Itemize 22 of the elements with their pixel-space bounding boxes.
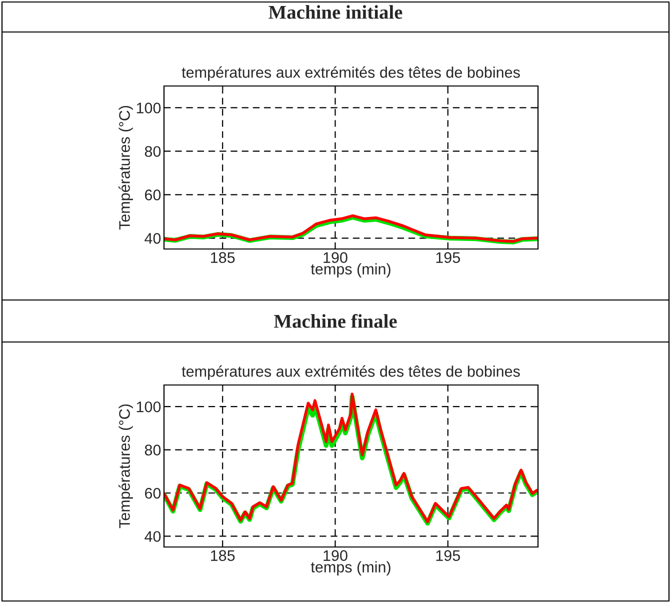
x-tick-label: 195 <box>436 550 460 561</box>
x-tick-label: 195 <box>436 252 460 263</box>
y-tick-label: 100 <box>136 102 161 114</box>
y-axis-title: Températures (°C) <box>118 404 133 528</box>
x-axis-title: temps (min) <box>310 561 390 576</box>
x-tick-label: 185 <box>211 550 235 561</box>
x-tick-label: 190 <box>324 252 348 263</box>
y-tick-label: 60 <box>145 488 161 499</box>
y-tick-label: 100 <box>136 401 161 412</box>
y-tick-label: 40 <box>144 233 161 244</box>
chart-subtitle: températures aux extrémités des têtes de bobines <box>182 365 520 380</box>
x-axis-title: temps (min) <box>310 263 390 278</box>
chart-subtitle: températures aux extrémités des têtes de bobines <box>182 66 520 81</box>
x-tick-label: 190 <box>324 550 348 561</box>
x-tick-label: 185 <box>211 252 235 263</box>
chart-title: Machine initiale <box>268 5 402 19</box>
y-tick-label: 60 <box>145 190 161 200</box>
y-tick-label: 80 <box>144 444 161 456</box>
y-tick-label: 40 <box>144 531 161 542</box>
y-axis-title: Températures (°C) <box>118 106 133 230</box>
y-tick-label: 80 <box>144 146 161 157</box>
chart-title: Machine finale <box>274 314 397 328</box>
